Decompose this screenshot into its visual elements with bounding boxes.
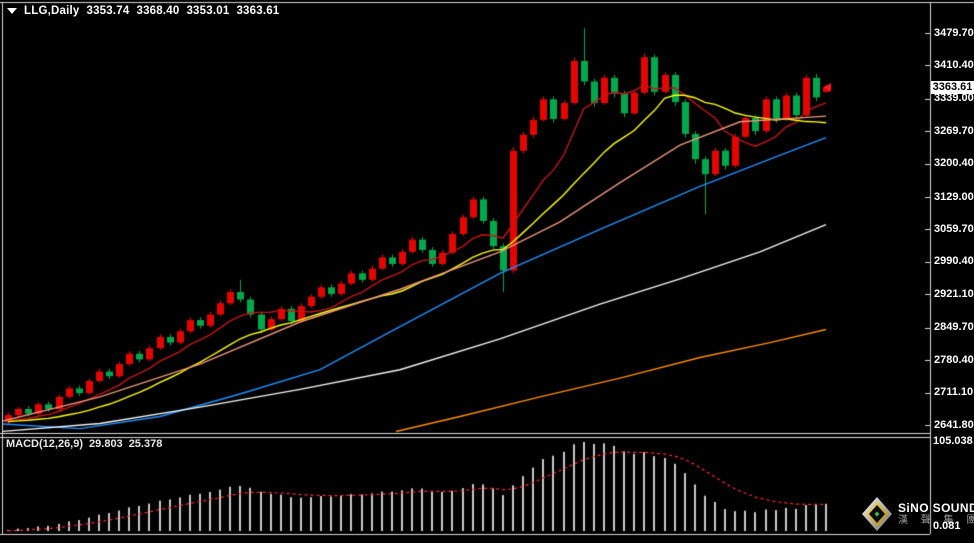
logo-brand-text-cn: 漢 聲 集 團	[898, 514, 974, 526]
macd-indicator-label: MACD(12,26,9) 29.803 25.378	[6, 438, 162, 450]
price-tick-label: 2641.80	[934, 418, 974, 431]
symbol-dropdown-icon[interactable]	[7, 8, 17, 14]
price-tick-label: 3269.70	[934, 124, 974, 137]
symbol-timeframe-label: LLG,Daily	[24, 5, 80, 17]
price-tick-label: 2711.10	[934, 386, 974, 399]
diamond-logo-icon	[862, 497, 892, 531]
price-tick-label: 3410.40	[934, 58, 974, 71]
price-tick-label: 2921.10	[934, 287, 974, 300]
price-tick-label: 3129.00	[934, 190, 974, 203]
macd-scale-max-label: 105.038	[933, 435, 973, 447]
price-tick-label: 2990.40	[934, 255, 974, 268]
price-tick-label: 3200.40	[934, 157, 974, 170]
ohlc-open-value: 3353.74	[86, 5, 130, 17]
ohlc-high-value: 3368.40	[136, 5, 180, 17]
ohlc-low-value: 3353.01	[186, 5, 230, 17]
symbol-info-bar: LLG,Daily 3353.74 3368.40 3353.01 3363.6…	[7, 5, 279, 17]
macd-name-label: MACD(12,26,9)	[6, 438, 84, 450]
price-tick-label: 3479.70	[934, 26, 974, 39]
logo-brand-text: SiNO SOUND	[898, 500, 974, 515]
ohlc-close-value: 3363.61	[236, 5, 280, 17]
price-tick-label: 2780.40	[934, 353, 974, 366]
price-tick-label: 3059.70	[934, 222, 974, 235]
price-tick-label: 2849.70	[934, 321, 974, 334]
macd-scale-min-label: 0.081	[933, 520, 961, 532]
current-price-tag: 3363.61	[931, 80, 974, 94]
price-tick-label: 3339.00	[934, 92, 974, 105]
broker-logo: SiNO SOUND 漢 聲 集 團	[862, 497, 974, 531]
macd-signal-value: 25.378	[128, 438, 163, 450]
macd-main-value: 29.803	[89, 438, 123, 450]
